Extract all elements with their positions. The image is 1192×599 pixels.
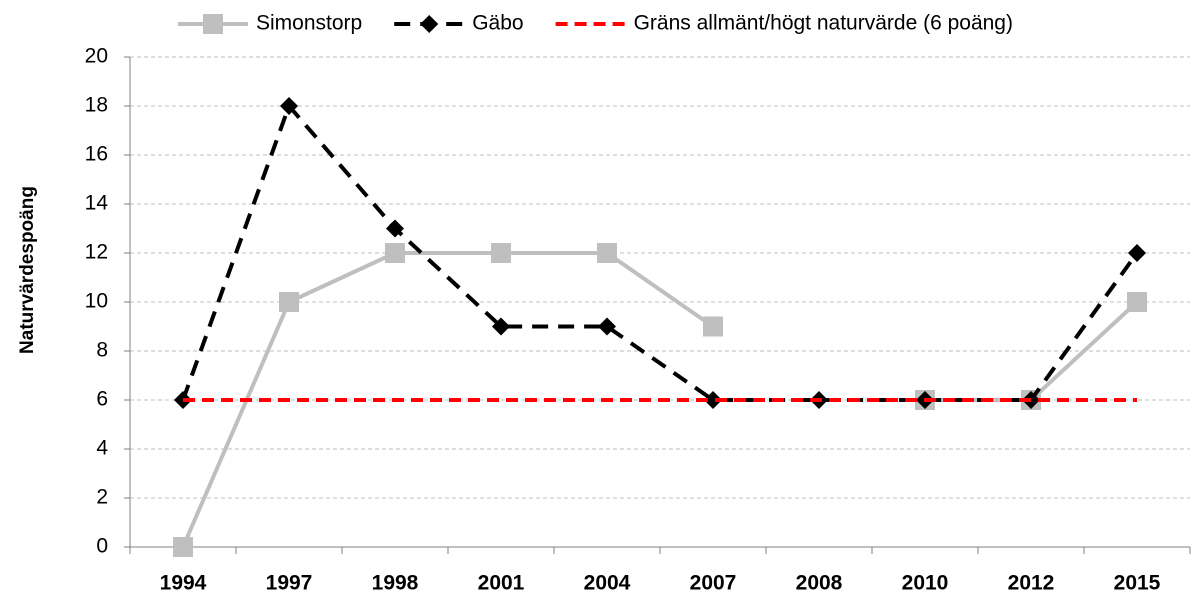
x-tick-label: 2004 [584,572,631,595]
legend-item: Gräns allmänt/högt naturvärde (6 poäng) [555,12,1013,35]
point-marker [1128,244,1146,262]
legend-label: Gräns allmänt/högt naturvärde (6 poäng) [634,12,1013,35]
legend-item: Simonstorp [178,12,362,35]
y-tick-label: 0 [96,535,108,558]
point-marker [173,537,193,557]
y-tick-label: 18 [85,94,108,117]
y-tick-label: 20 [85,45,108,68]
point-marker [704,391,722,409]
x-tick-label: 2008 [796,572,843,595]
y-tick-label: 10 [85,290,108,313]
x-tick-label: 1997 [266,572,313,595]
legend-label: Gäbo [472,12,523,35]
legend-item: Gäbo [394,12,524,35]
point-marker [386,219,404,238]
x-tick-label: 2007 [690,572,737,595]
series-line [181,102,1139,402]
point-marker [491,243,511,263]
point-marker [598,317,616,336]
legend-marker [420,15,439,33]
y-tick-label: 6 [96,388,108,411]
x-tick-label: 2010 [902,572,949,595]
x-tick-label: 1994 [160,572,207,595]
legend-marker [203,14,223,34]
y-tick-label: 4 [96,437,108,460]
x-tick-label: 2012 [1008,572,1055,595]
y-axis-label: Naturvärdespoäng [17,186,38,354]
y-tick-label: 14 [85,192,109,215]
x-tick-label: 2015 [1114,572,1161,595]
y-tick-label: 8 [96,339,108,362]
point-marker [279,292,299,312]
y-tick-label: 16 [85,143,108,166]
point-marker [1127,292,1147,312]
point-marker [492,317,510,336]
point-marker [597,243,617,263]
point-marker [280,97,298,115]
y-tick-label: 2 [96,486,108,509]
x-tick-label: 2001 [478,572,525,595]
x-tick-label: 1998 [372,572,419,595]
point-marker [385,243,405,263]
point-marker [703,316,723,337]
y-tick-label: 12 [85,241,108,264]
legend-label: Simonstorp [256,12,362,35]
